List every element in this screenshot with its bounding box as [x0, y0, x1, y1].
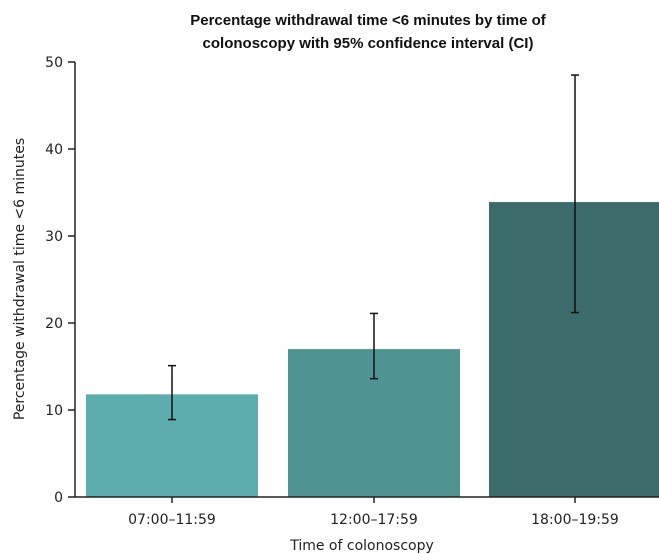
error-bar [370, 312, 378, 380]
y-tick-label: 10 [45, 403, 63, 419]
y-tick-label: 40 [45, 142, 63, 158]
y-tick-label: 30 [45, 229, 63, 245]
bar [489, 202, 659, 497]
x-axis-ticks: 07:00–11:59 12:00–17:59 18:00–19:59 [128, 497, 619, 528]
y-axis-ticks: 0 10 20 30 40 50 [45, 55, 75, 506]
y-tick-label: 50 [45, 55, 63, 71]
y-tick-label: 20 [45, 316, 63, 332]
x-tick-label: 12:00–17:59 [330, 512, 418, 528]
y-axis-label: Percentage withdrawal time <6 minutes [12, 138, 28, 420]
x-tick-label: 18:00–19:59 [531, 512, 619, 528]
error-bars-layer [168, 74, 579, 421]
error-bar [168, 364, 176, 421]
x-axis-label: Time of colonoscopy [289, 538, 434, 554]
error-bar [571, 74, 579, 314]
bars-layer [86, 202, 659, 497]
chart-title-line-2: colonoscopy with 95% confidence interval… [203, 35, 534, 52]
y-tick-label: 0 [54, 490, 63, 506]
chart-title-line-1: Percentage withdrawal time <6 minutes by… [190, 12, 547, 29]
x-tick-label: 07:00–11:59 [128, 512, 216, 528]
